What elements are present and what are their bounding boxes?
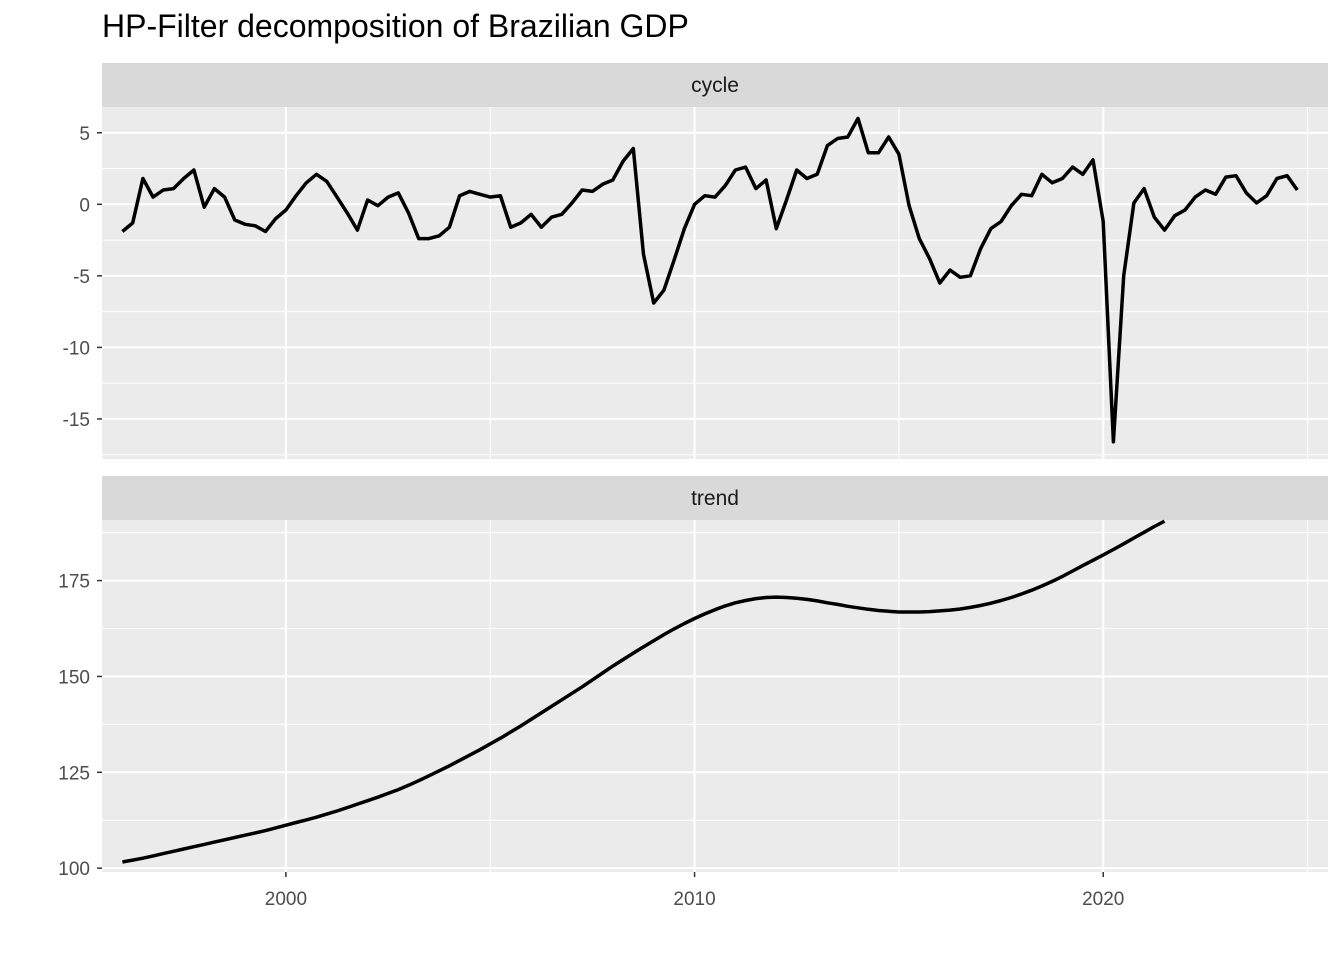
series-line-cycle (121, 116, 1299, 444)
x-axis: 2000 2010 2020 (265, 872, 1124, 910)
strip-label-trend: trend (691, 487, 739, 510)
y-tick-label: 150 (58, 667, 90, 688)
series-line-trend (122, 519, 1166, 864)
y-tick-label: -15 (63, 410, 90, 431)
y-tick-label: 5 (79, 124, 90, 145)
panel-trend: trend 175 150 125 100 (58, 476, 1328, 880)
panels-layer: cycle 5 0 -5 -10 -15 trend 175 150 125 100 (58, 63, 1328, 880)
x-tick-label: 2000 (265, 889, 307, 910)
x-tick-label: 2010 (673, 889, 715, 910)
panel-background (102, 520, 1328, 872)
strip-cycle (102, 63, 1328, 107)
y-tick-label: 0 (79, 195, 90, 216)
panel-cycle: cycle 5 0 -5 -10 -15 (63, 63, 1328, 459)
y-tick-label: 175 (58, 572, 90, 593)
y-tick-label: 100 (58, 859, 90, 880)
y-tick-label: -5 (73, 267, 90, 288)
strip-label-cycle: cycle (691, 74, 739, 97)
strip-trend (102, 476, 1328, 520)
y-tick-label: 125 (58, 763, 90, 784)
y-tick-label: -10 (63, 338, 90, 359)
x-tick-label: 2020 (1082, 889, 1124, 910)
chart-title: HP-Filter decomposition of Brazilian GDP (102, 8, 689, 44)
